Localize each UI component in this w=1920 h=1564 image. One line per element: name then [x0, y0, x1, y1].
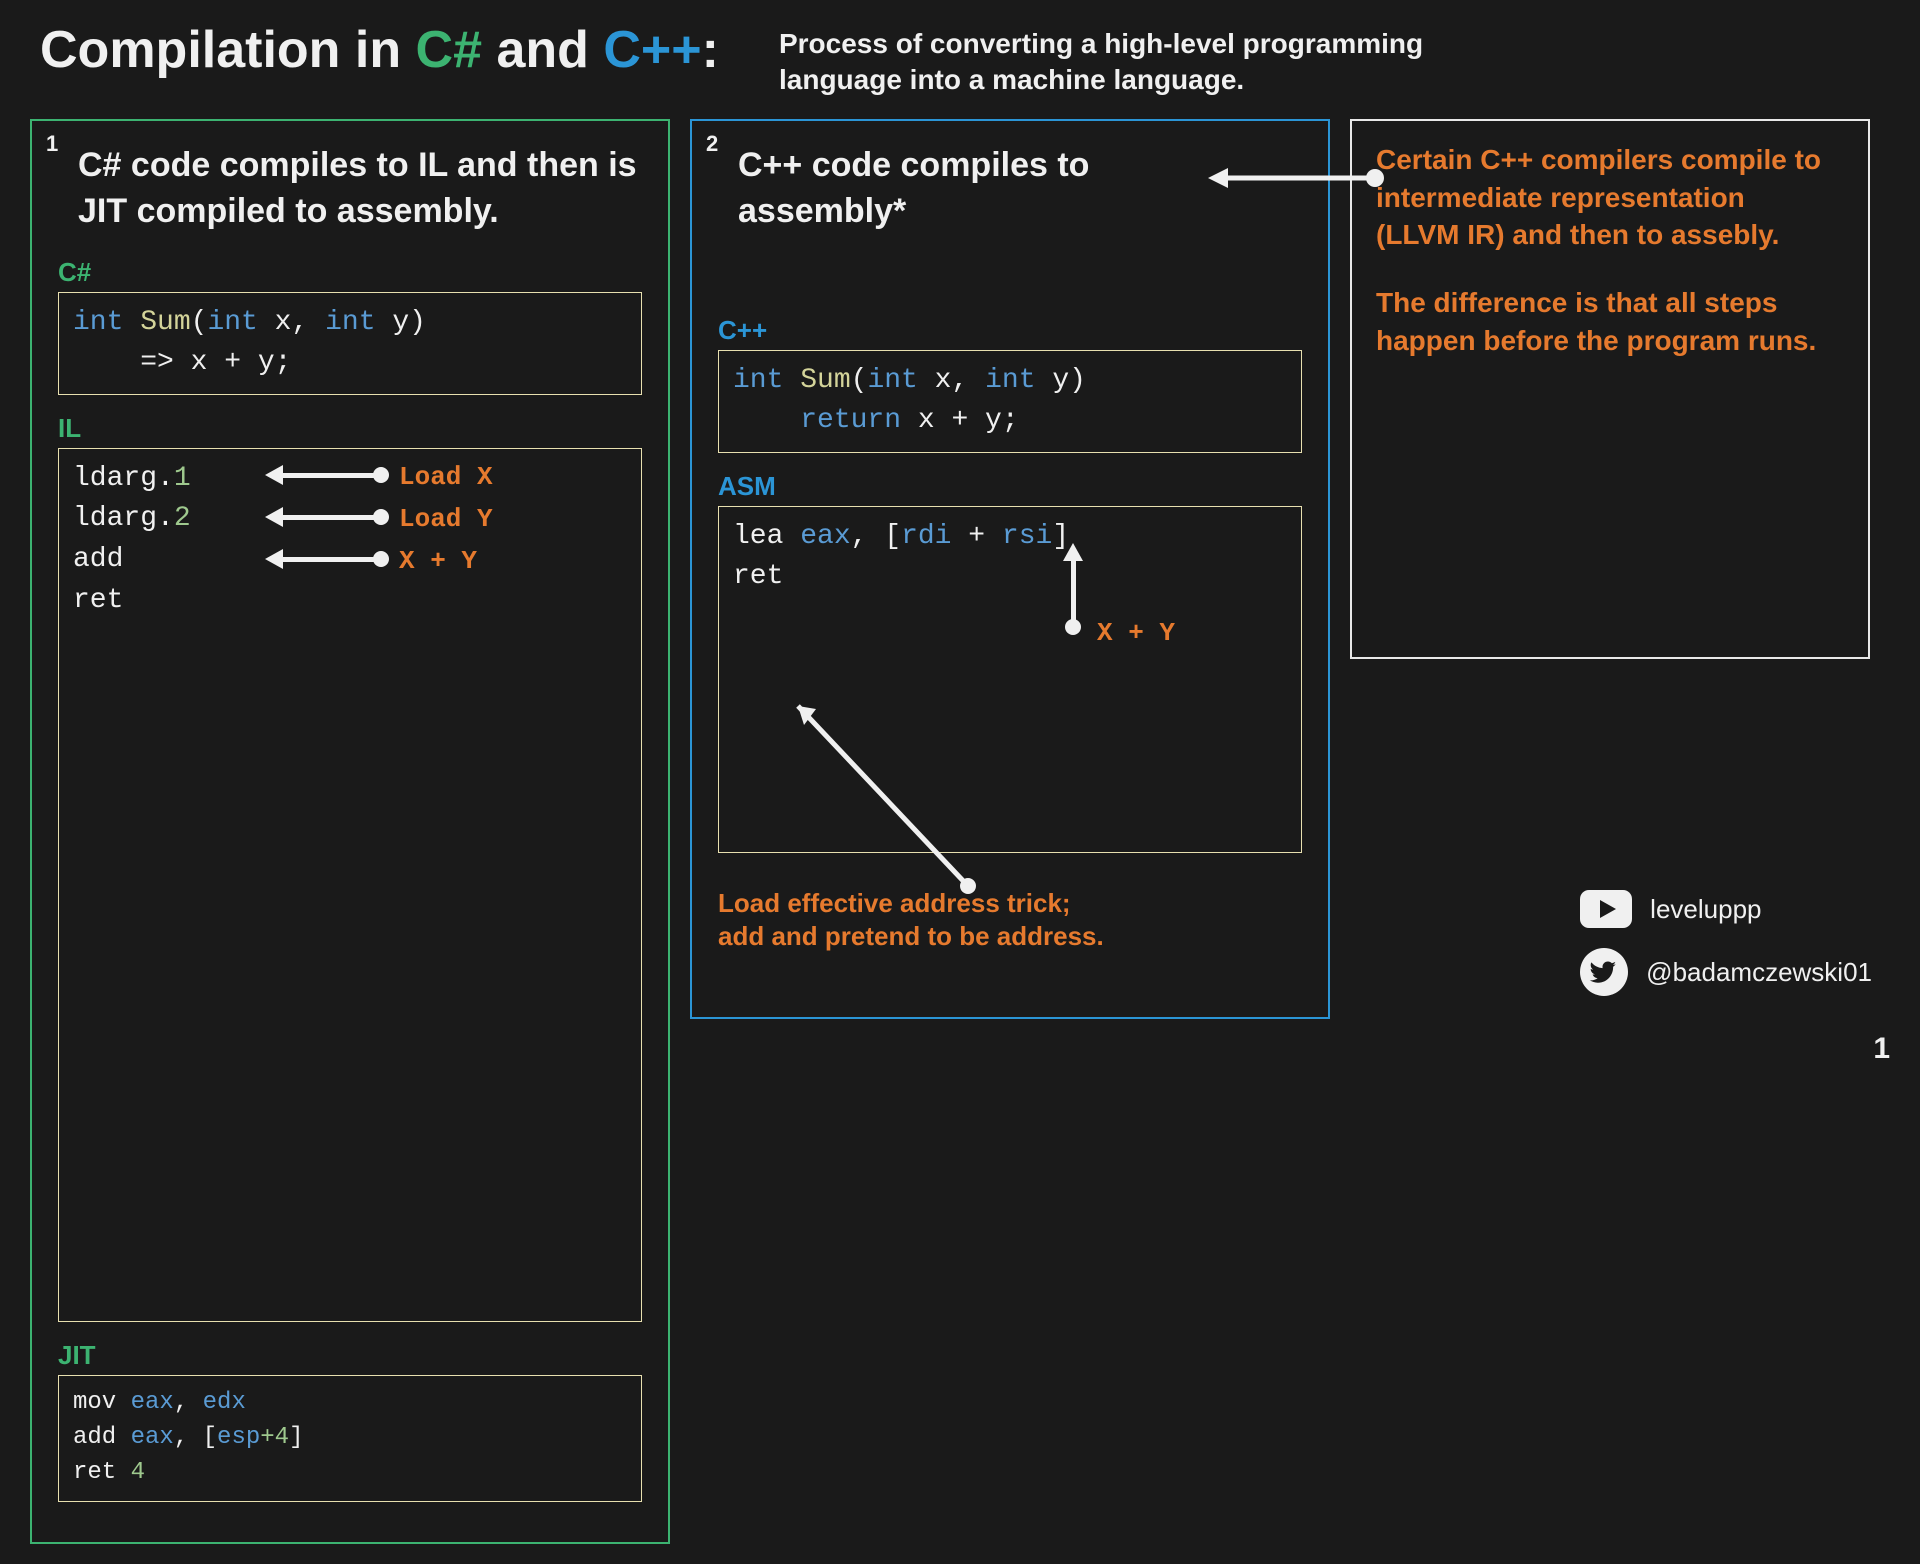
- annot-asm-xy: X + Y: [1097, 615, 1175, 653]
- arrow-head-icon: [265, 549, 283, 569]
- title-csharp: C#: [416, 21, 482, 79]
- code-cpp: int Sum(int x, int y) return x + y;: [718, 350, 1302, 453]
- annot-loady: Load Y: [399, 501, 493, 539]
- note-para2: The difference is that all steps happen …: [1376, 284, 1844, 360]
- page-number: 1: [1873, 1032, 1890, 1066]
- arrow-dot-icon: [1065, 619, 1081, 635]
- annot-loadx: Load X: [399, 459, 493, 497]
- twitter-handle: @badamczewski01: [1646, 957, 1872, 988]
- title-and: and: [482, 21, 603, 79]
- code-csharp: int Sum(int x, int y) => x + y;: [58, 292, 642, 395]
- social-youtube[interactable]: leveluppp: [1580, 890, 1872, 928]
- socials: leveluppp @badamczewski01: [1580, 890, 1872, 996]
- label-csharp: C#: [58, 257, 642, 288]
- panel1-heading: C# code compiles to IL and then is JIT c…: [78, 143, 642, 235]
- twitter-icon: [1580, 948, 1628, 996]
- panel-csharp: 1 C# code compiles to IL and then is JIT…: [30, 119, 670, 1544]
- label-asm: ASM: [718, 471, 1302, 502]
- arrow-line: [279, 473, 379, 478]
- arrow-line: [279, 557, 379, 562]
- arrow-head-icon: [265, 465, 283, 485]
- title-cpp: C++: [603, 21, 701, 79]
- arrow-head-icon: [265, 507, 283, 527]
- social-twitter[interactable]: @badamczewski01: [1580, 948, 1872, 996]
- youtube-handle: leveluppp: [1650, 894, 1761, 925]
- panel-note: Certain C++ compilers compile to interme…: [1350, 119, 1870, 659]
- diagonal-arrow-icon: [778, 691, 1018, 901]
- arrow-dot-icon: [373, 551, 389, 567]
- label-jit: JIT: [58, 1340, 642, 1371]
- note-para1: Certain C++ compilers compile to interme…: [1376, 141, 1844, 254]
- main-content: 1 C# code compiles to IL and then is JIT…: [0, 109, 1920, 1564]
- arrow-head-icon: [1063, 543, 1083, 561]
- note-to-cpp-arrow-icon: [1200, 158, 1400, 198]
- title-pre: Compilation in: [40, 21, 416, 79]
- code-jit: mov eax, edx add eax, [esp+4] ret 4: [58, 1375, 642, 1501]
- title-colon: :: [702, 21, 719, 79]
- panel1-number: 1: [46, 131, 58, 157]
- arrow-line: [1071, 557, 1076, 625]
- arrow-line: [279, 515, 379, 520]
- page-title: Compilation in C# and C++:: [40, 20, 719, 80]
- label-il: IL: [58, 413, 642, 444]
- panel-cpp: 2 C++ code compiles to assembly* C++ int…: [690, 119, 1330, 1019]
- panel2-number: 2: [706, 131, 718, 157]
- code-il: ldarg.1 ldarg.2 add ret Load X Load Y X …: [58, 448, 642, 1322]
- youtube-icon: [1580, 890, 1632, 928]
- annot-xy: X + Y: [399, 543, 477, 581]
- page-subtitle: Process of converting a high-level progr…: [779, 20, 1499, 99]
- header: Compilation in C# and C++: Process of co…: [0, 0, 1920, 109]
- label-cpp: C++: [718, 315, 1302, 346]
- arrow-dot-icon: [373, 509, 389, 525]
- arrow-dot-icon: [373, 467, 389, 483]
